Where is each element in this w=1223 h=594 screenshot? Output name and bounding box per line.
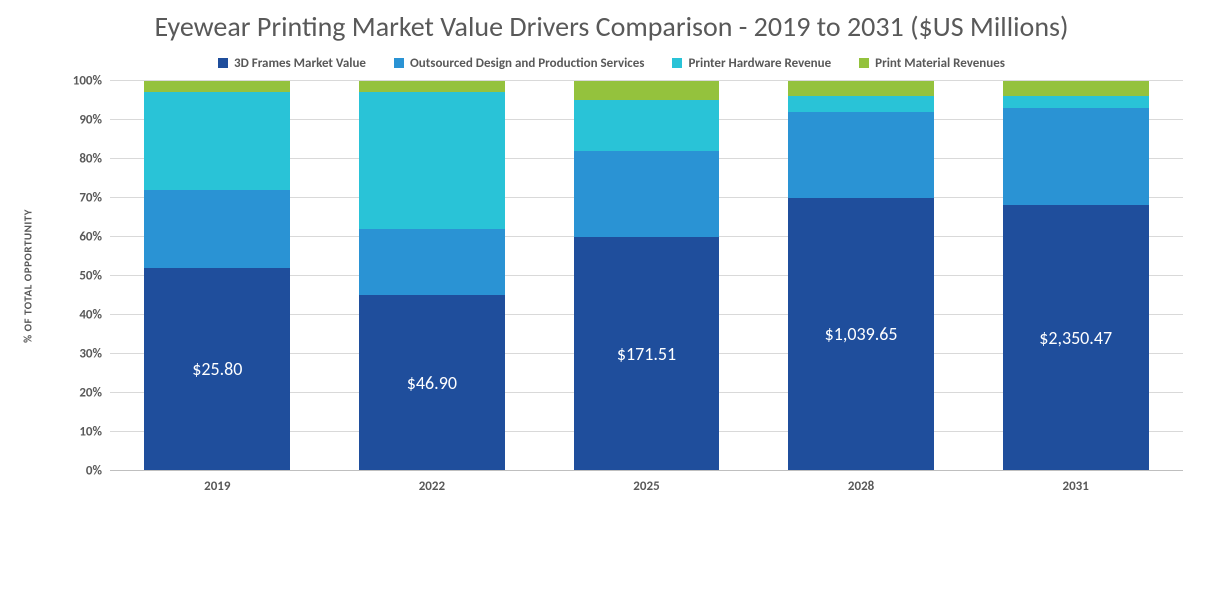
bar-segment-materials [574,81,720,101]
plot-area: $25.802019$46.902022$171.512025$1,039.65… [110,81,1183,471]
legend-label: Print Material Revenues [875,56,1005,71]
bar-slot: $171.512025 [539,81,754,471]
y-tick-label: 40% [79,307,110,322]
legend-swatch [218,58,228,68]
bar-segment-outsourced [144,190,290,268]
y-tick-label: 30% [79,346,110,361]
x-axis-line [110,470,1183,471]
chart-legend: 3D Frames Market Value Outsourced Design … [0,56,1223,71]
stacked-bar: $171.51 [574,81,720,471]
bar-segment-materials [359,81,505,93]
bar-slot: $46.902022 [325,81,540,471]
y-tick-label: 100% [73,73,110,88]
stacked-bar: $1,039.65 [788,81,934,471]
chart-container: Eyewear Printing Market Value Drivers Co… [0,0,1223,594]
bar-slot: $2,350.472031 [968,81,1183,471]
legend-swatch [394,58,404,68]
legend-item: Outsourced Design and Production Service… [394,56,644,71]
y-tick-label: 70% [79,190,110,205]
bars-row: $25.802019$46.902022$171.512025$1,039.65… [110,81,1183,471]
bar-segment-outsourced [788,112,934,198]
x-tick-label: 2019 [110,471,325,494]
y-tick-label: 80% [79,151,110,166]
legend-item: Print Material Revenues [859,56,1005,71]
bar-segment-hardware [1003,96,1149,108]
legend-item: Printer Hardware Revenue [672,56,831,71]
y-axis-title: % OF TOTAL OPPORTUNITY [22,209,35,343]
legend-item: 3D Frames Market Value [218,56,366,71]
y-tick-label: 10% [79,424,110,439]
bar-segment-hardware [144,92,290,190]
legend-label: Printer Hardware Revenue [688,56,831,71]
legend-label: Outsourced Design and Production Service… [410,56,644,71]
legend-label: 3D Frames Market Value [234,56,366,71]
stacked-bar: $25.80 [144,81,290,471]
y-tick-label: 0% [86,463,110,478]
bar-segment-hardware [359,92,505,229]
bar-segment-materials [144,81,290,93]
x-tick-label: 2025 [539,471,754,494]
bar-segment-hardware [574,100,720,151]
y-tick-label: 90% [79,112,110,127]
chart-title: Eyewear Printing Market Value Drivers Co… [0,0,1223,44]
bar-segment-frames [574,237,720,471]
stacked-bar: $46.90 [359,81,505,471]
bar-segment-outsourced [1003,108,1149,206]
bar-segment-outsourced [574,151,720,237]
bar-segment-materials [1003,81,1149,97]
y-tick-label: 20% [79,385,110,400]
y-tick-label: 60% [79,229,110,244]
legend-swatch [859,58,869,68]
x-tick-label: 2028 [754,471,969,494]
legend-swatch [672,58,682,68]
bar-segment-outsourced [359,229,505,295]
bar-segment-frames [1003,205,1149,470]
y-tick-label: 50% [79,268,110,283]
bar-slot: $1,039.652028 [754,81,969,471]
bar-segment-frames [788,198,934,471]
x-tick-label: 2031 [968,471,1183,494]
x-tick-label: 2022 [325,471,540,494]
bar-segment-frames [144,268,290,471]
bar-segment-materials [788,81,934,97]
bar-slot: $25.802019 [110,81,325,471]
stacked-bar: $2,350.47 [1003,81,1149,471]
bar-segment-frames [359,295,505,471]
bar-segment-hardware [788,96,934,112]
